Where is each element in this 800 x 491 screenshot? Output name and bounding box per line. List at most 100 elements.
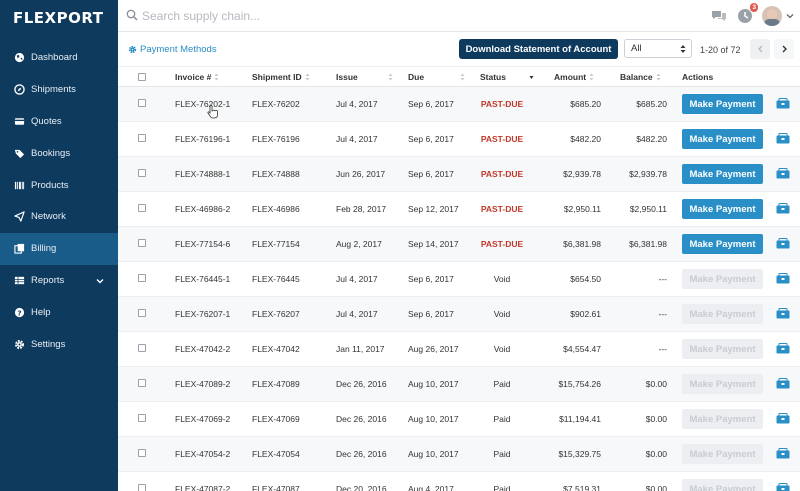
make-payment-button[interactable]: Make Payment <box>682 129 763 149</box>
sidebar-item-products[interactable]: Products <box>0 169 118 201</box>
wallet-icon[interactable] <box>776 133 790 144</box>
wallet-icon[interactable] <box>776 378 790 389</box>
column-header-invoice[interactable]: Invoice # <box>175 72 219 82</box>
row-checkbox[interactable] <box>138 239 146 247</box>
row-checkbox[interactable] <box>138 414 146 422</box>
sidebar-item-dashboard[interactable]: Dashboard <box>0 42 118 74</box>
prev-page-button[interactable] <box>750 39 770 59</box>
invoice-number[interactable]: FLEX-47087-2 <box>175 484 231 491</box>
sidebar-item-network[interactable]: Network <box>0 201 118 233</box>
row-checkbox[interactable] <box>138 309 146 317</box>
make-payment-button[interactable]: Make Payment <box>682 374 763 394</box>
table-row[interactable]: FLEX-46986-2 FLEX-46986 Feb 28, 2017 Sep… <box>118 192 800 227</box>
make-payment-button[interactable]: Make Payment <box>682 339 763 359</box>
column-header-balance[interactable]: Balance <box>620 72 661 82</box>
column-header-issue[interactable]: Issue <box>336 72 393 82</box>
make-payment-button[interactable]: Make Payment <box>682 164 763 184</box>
table-row[interactable]: FLEX-47069-2 FLEX-47069 Dec 26, 2016 Aug… <box>118 402 800 437</box>
shipment-id[interactable]: FLEX-76445 <box>252 274 300 284</box>
wallet-icon[interactable] <box>776 483 790 491</box>
row-checkbox[interactable] <box>138 484 146 491</box>
make-payment-button[interactable]: Make Payment <box>682 304 763 324</box>
row-checkbox[interactable] <box>138 449 146 457</box>
table-row[interactable]: FLEX-47087-2 FLEX-47087 Dec 20, 2016 Aug… <box>118 472 800 491</box>
shipment-id[interactable]: FLEX-47069 <box>252 414 300 424</box>
row-checkbox[interactable] <box>138 379 146 387</box>
table-row[interactable]: FLEX-77154-6 FLEX-77154 Aug 2, 2017 Sep … <box>118 227 800 262</box>
column-header-due[interactable]: Due <box>408 72 465 82</box>
notifications-icon[interactable]: 3 <box>736 3 758 25</box>
invoice-number[interactable]: FLEX-74888-1 <box>175 169 231 179</box>
column-header-status[interactable]: Status <box>480 72 534 82</box>
invoice-number[interactable]: FLEX-77154-6 <box>175 239 231 249</box>
sidebar-item-settings[interactable]: Settings <box>0 328 118 360</box>
invoice-number[interactable]: FLEX-46986-2 <box>175 204 231 214</box>
wallet-icon[interactable] <box>776 238 790 249</box>
wallet-icon[interactable] <box>776 98 790 109</box>
row-checkbox[interactable] <box>138 134 146 142</box>
table-row[interactable]: FLEX-47089-2 FLEX-47089 Dec 26, 2016 Aug… <box>118 367 800 402</box>
shipment-id[interactable]: FLEX-74888 <box>252 169 300 179</box>
invoice-number[interactable]: FLEX-76202-1 <box>175 99 231 109</box>
wallet-icon[interactable] <box>776 448 790 459</box>
row-checkbox[interactable] <box>138 274 146 282</box>
wallet-icon[interactable] <box>776 203 790 214</box>
shipment-id[interactable]: FLEX-77154 <box>252 239 300 249</box>
sidebar-item-billing[interactable]: Billing <box>0 232 118 265</box>
row-checkbox[interactable] <box>138 99 146 107</box>
shipment-id[interactable]: FLEX-47089 <box>252 379 300 389</box>
shipment-id[interactable]: FLEX-46986 <box>252 204 300 214</box>
table-row[interactable]: FLEX-76445-1 FLEX-76445 Jul 4, 2017 Sep … <box>118 262 800 297</box>
invoice-number[interactable]: FLEX-76207-1 <box>175 309 231 319</box>
row-checkbox[interactable] <box>138 344 146 352</box>
make-payment-button[interactable]: Make Payment <box>682 199 763 219</box>
shipment-id[interactable]: FLEX-47087 <box>252 484 300 491</box>
chat-icon[interactable] <box>710 7 728 25</box>
avatar[interactable] <box>762 6 782 26</box>
sidebar-item-reports[interactable]: Reports <box>0 265 118 297</box>
shipment-id[interactable]: FLEX-76196 <box>252 134 300 144</box>
make-payment-button[interactable]: Make Payment <box>682 269 763 289</box>
shipment-id[interactable]: FLEX-76207 <box>252 309 300 319</box>
table-row[interactable]: FLEX-74888-1 FLEX-74888 Jun 26, 2017 Sep… <box>118 157 800 192</box>
flexport-logo[interactable]: FLEXPORT <box>13 9 104 27</box>
column-header-shipment[interactable]: Shipment ID <box>252 72 310 82</box>
make-payment-button[interactable]: Make Payment <box>682 444 763 464</box>
shipment-id[interactable]: FLEX-47042 <box>252 344 300 354</box>
sidebar-item-help[interactable]: ? Help <box>0 296 118 328</box>
status-filter-select[interactable]: All <box>624 39 692 58</box>
payment-methods-link[interactable]: Payment Methods <box>128 44 217 55</box>
table-row[interactable]: FLEX-76202-1 FLEX-76202 Jul 4, 2017 Sep … <box>118 87 800 122</box>
download-statement-button[interactable]: Download Statement of Account <box>459 39 618 59</box>
select-all-checkbox[interactable] <box>138 73 146 81</box>
wallet-icon[interactable] <box>776 413 790 424</box>
invoice-number[interactable]: FLEX-47042-2 <box>175 344 231 354</box>
make-payment-button[interactable]: Make Payment <box>682 94 763 114</box>
chevron-down-icon[interactable] <box>786 12 794 20</box>
row-checkbox[interactable] <box>138 204 146 212</box>
sidebar-item-bookings[interactable]: Bookings <box>0 137 118 169</box>
table-row[interactable]: FLEX-47042-2 FLEX-47042 Jan 11, 2017 Aug… <box>118 332 800 367</box>
sidebar-item-shipments[interactable]: Shipments <box>0 74 118 106</box>
wallet-icon[interactable] <box>776 343 790 354</box>
table-row[interactable]: FLEX-47054-2 FLEX-47054 Dec 26, 2016 Aug… <box>118 437 800 472</box>
make-payment-button[interactable]: Make Payment <box>682 409 763 429</box>
invoice-number[interactable]: FLEX-76196-1 <box>175 134 231 144</box>
invoice-number[interactable]: FLEX-47054-2 <box>175 449 231 459</box>
make-payment-button[interactable]: Make Payment <box>682 234 763 254</box>
sidebar-item-quotes[interactable]: Quotes <box>0 106 118 138</box>
invoice-number[interactable]: FLEX-47089-2 <box>175 379 231 389</box>
column-header-amount[interactable]: Amount <box>554 72 594 82</box>
shipment-id[interactable]: FLEX-76202 <box>252 99 300 109</box>
next-page-button[interactable] <box>774 39 794 59</box>
invoice-number[interactable]: FLEX-47069-2 <box>175 414 231 424</box>
table-row[interactable]: FLEX-76207-1 FLEX-76207 Jul 4, 2017 Sep … <box>118 297 800 332</box>
invoice-number[interactable]: FLEX-76445-1 <box>175 274 231 284</box>
shipment-id[interactable]: FLEX-47054 <box>252 449 300 459</box>
row-checkbox[interactable] <box>138 169 146 177</box>
make-payment-button[interactable]: Make Payment <box>682 479 763 491</box>
wallet-icon[interactable] <box>776 168 790 179</box>
chevron-down-icon[interactable] <box>96 277 104 285</box>
table-row[interactable]: FLEX-76196-1 FLEX-76196 Jul 4, 2017 Sep … <box>118 122 800 157</box>
search-input[interactable] <box>142 6 442 26</box>
